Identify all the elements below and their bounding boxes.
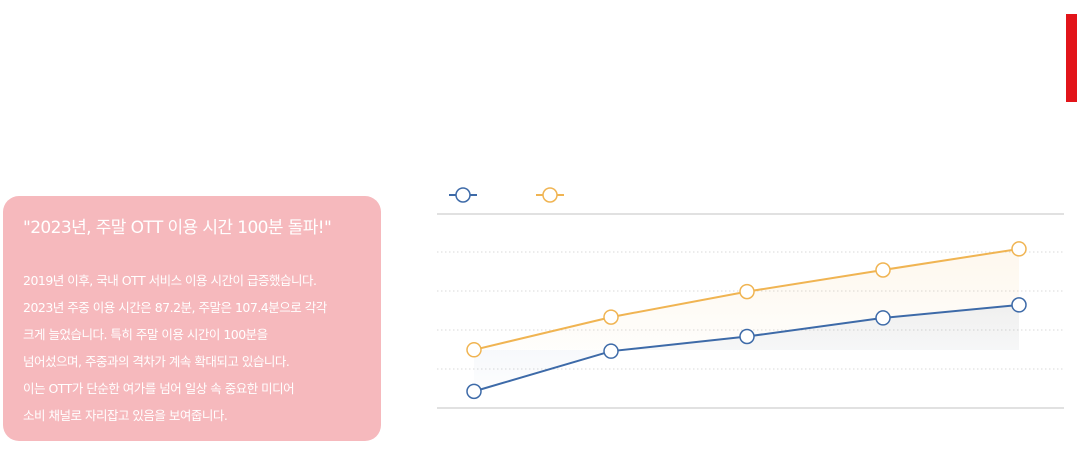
weekend-point-2021 xyxy=(739,283,755,300)
insight-card: "2023년, 주말 OTT 이용 시간 100분 돌파!" 2019년 이후,… xyxy=(3,196,381,441)
weekday-point-2021 xyxy=(739,328,755,345)
insight-line: 이는 OTT가 단순한 여가를 넘어 일상 속 중요한 미디어 xyxy=(23,381,295,396)
insight-line: 크게 늘었습니다. 특히 주말 이용 시간이 100분을 xyxy=(23,327,268,342)
insight-title: "2023년, 주말 OTT 이용 시간 100분 돌파!" xyxy=(23,218,332,238)
legend-weekday-marker xyxy=(455,187,471,203)
weekday-point-2023 xyxy=(1011,297,1027,313)
weekend-point-2022 xyxy=(875,262,891,278)
weekday-point-2022 xyxy=(875,310,891,326)
insight-line: 넘어섰으며, 주중과의 격차가 계속 확대되고 있습니다. xyxy=(23,354,290,369)
chart-legend xyxy=(449,187,564,203)
insight-line: 소비 채널로 자리잡고 있음을 보여줍니다. xyxy=(23,408,228,423)
weekday-point-2020 xyxy=(603,343,619,359)
weekday-point-2019 xyxy=(466,383,482,400)
legend-weekend-marker xyxy=(542,187,558,203)
chart-points xyxy=(466,241,1027,400)
insight-body: 2019년 이후, 국내 OTT 서비스 이용 시간이 급증했습니다. 2023… xyxy=(23,267,363,429)
weekend-point-2020 xyxy=(603,309,619,325)
red-accent-bar xyxy=(1066,14,1077,102)
insight-line: 2023년 주중 이용 시간은 87.2분, 주말은 107.4분으로 각각 xyxy=(23,300,327,315)
weekend-point-2019 xyxy=(466,342,482,358)
chart-areas xyxy=(474,248,1019,392)
weekend-point-2023 xyxy=(1011,241,1027,257)
insight-line: 2019년 이후, 국내 OTT 서비스 이용 시간이 급증했습니다. xyxy=(23,273,317,288)
